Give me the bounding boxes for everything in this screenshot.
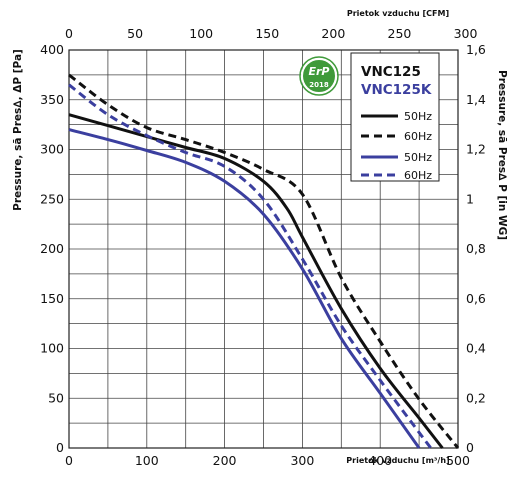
series-lines [68, 73, 460, 449]
y-right-tick-label: 1,2 [466, 142, 486, 157]
legend-label: 50Hz [404, 110, 432, 123]
x-top-tick-label: 0 [65, 26, 73, 41]
y-axis-title-left: Pressure, sā Pres∆, ΔP [Pa] [12, 49, 24, 211]
x-tick-label: 400 [368, 453, 392, 468]
x-axis-title-top: Prietok vzduchu [CFM] [347, 9, 449, 18]
legend: VNC125 VNC125K 50Hz 60Hz 50Hz 60Hz [350, 52, 440, 182]
x-top-tick-label: 100 [189, 26, 213, 41]
x-tick-label: 0 [65, 453, 73, 468]
y-tick-label: 100 [40, 341, 64, 356]
y-axis-title-right: Pressure, sā Pres∆ P [in WG] [496, 70, 508, 240]
y-right-tick-label: 0,6 [466, 291, 486, 306]
legend-label: 60Hz [404, 169, 432, 182]
y-tick-label: 250 [40, 191, 64, 206]
legend-label: 50Hz [404, 151, 432, 164]
y-right-tick-label: 0,8 [466, 241, 486, 256]
x-top-tick-label: 200 [321, 26, 345, 41]
x-axis-title: Prietok vzduchu [m³/h] [346, 456, 449, 465]
y-tick-label: 50 [48, 390, 64, 405]
x-top-tick-label: 50 [127, 26, 143, 41]
legend-label: 60Hz [404, 130, 432, 143]
y-right-tick-label: 1 [466, 191, 474, 206]
series-line-vnc125k-60hz [68, 83, 432, 449]
erp-badge-circle [301, 58, 337, 94]
x-tick-label: 300 [290, 453, 314, 468]
x-tick-label: 500 [446, 453, 470, 468]
y-tick-label: 0 [56, 440, 64, 455]
series-line-vnc125k-50hz [68, 128, 421, 449]
series-line-vnc125-60hz [68, 73, 460, 449]
y-right-tick-label: 0 [466, 440, 474, 455]
x-tick-label: 200 [213, 453, 237, 468]
model-label-vnc125k: VNC125K [361, 82, 432, 98]
y-right-tick-label: 1,4 [466, 92, 486, 107]
model-label-vnc125: VNC125 [361, 64, 421, 80]
x-top-tick-label: 150 [255, 26, 279, 41]
y-right-tick-label: 1,6 [466, 42, 486, 57]
x-top-tick-label: 300 [454, 26, 478, 41]
y-right-tick-label: 0,2 [466, 390, 486, 405]
erp-badge: ErP 2018 [299, 56, 339, 96]
y-tick-label: 400 [40, 42, 64, 57]
plot-frame [68, 49, 459, 449]
erp-badge-text: ErP [308, 65, 329, 78]
y-right-tick-label: 0,4 [466, 341, 486, 356]
y-tick-label: 350 [40, 92, 64, 107]
y-tick-label: 150 [40, 291, 64, 306]
erp-badge-year: 2018 [309, 81, 329, 89]
x-top-tick-label: 250 [388, 26, 412, 41]
erp-badge-ring [299, 56, 339, 96]
y-tick-label: 300 [40, 142, 64, 157]
y-tick-label: 200 [40, 241, 64, 256]
x-tick-label: 100 [135, 453, 159, 468]
